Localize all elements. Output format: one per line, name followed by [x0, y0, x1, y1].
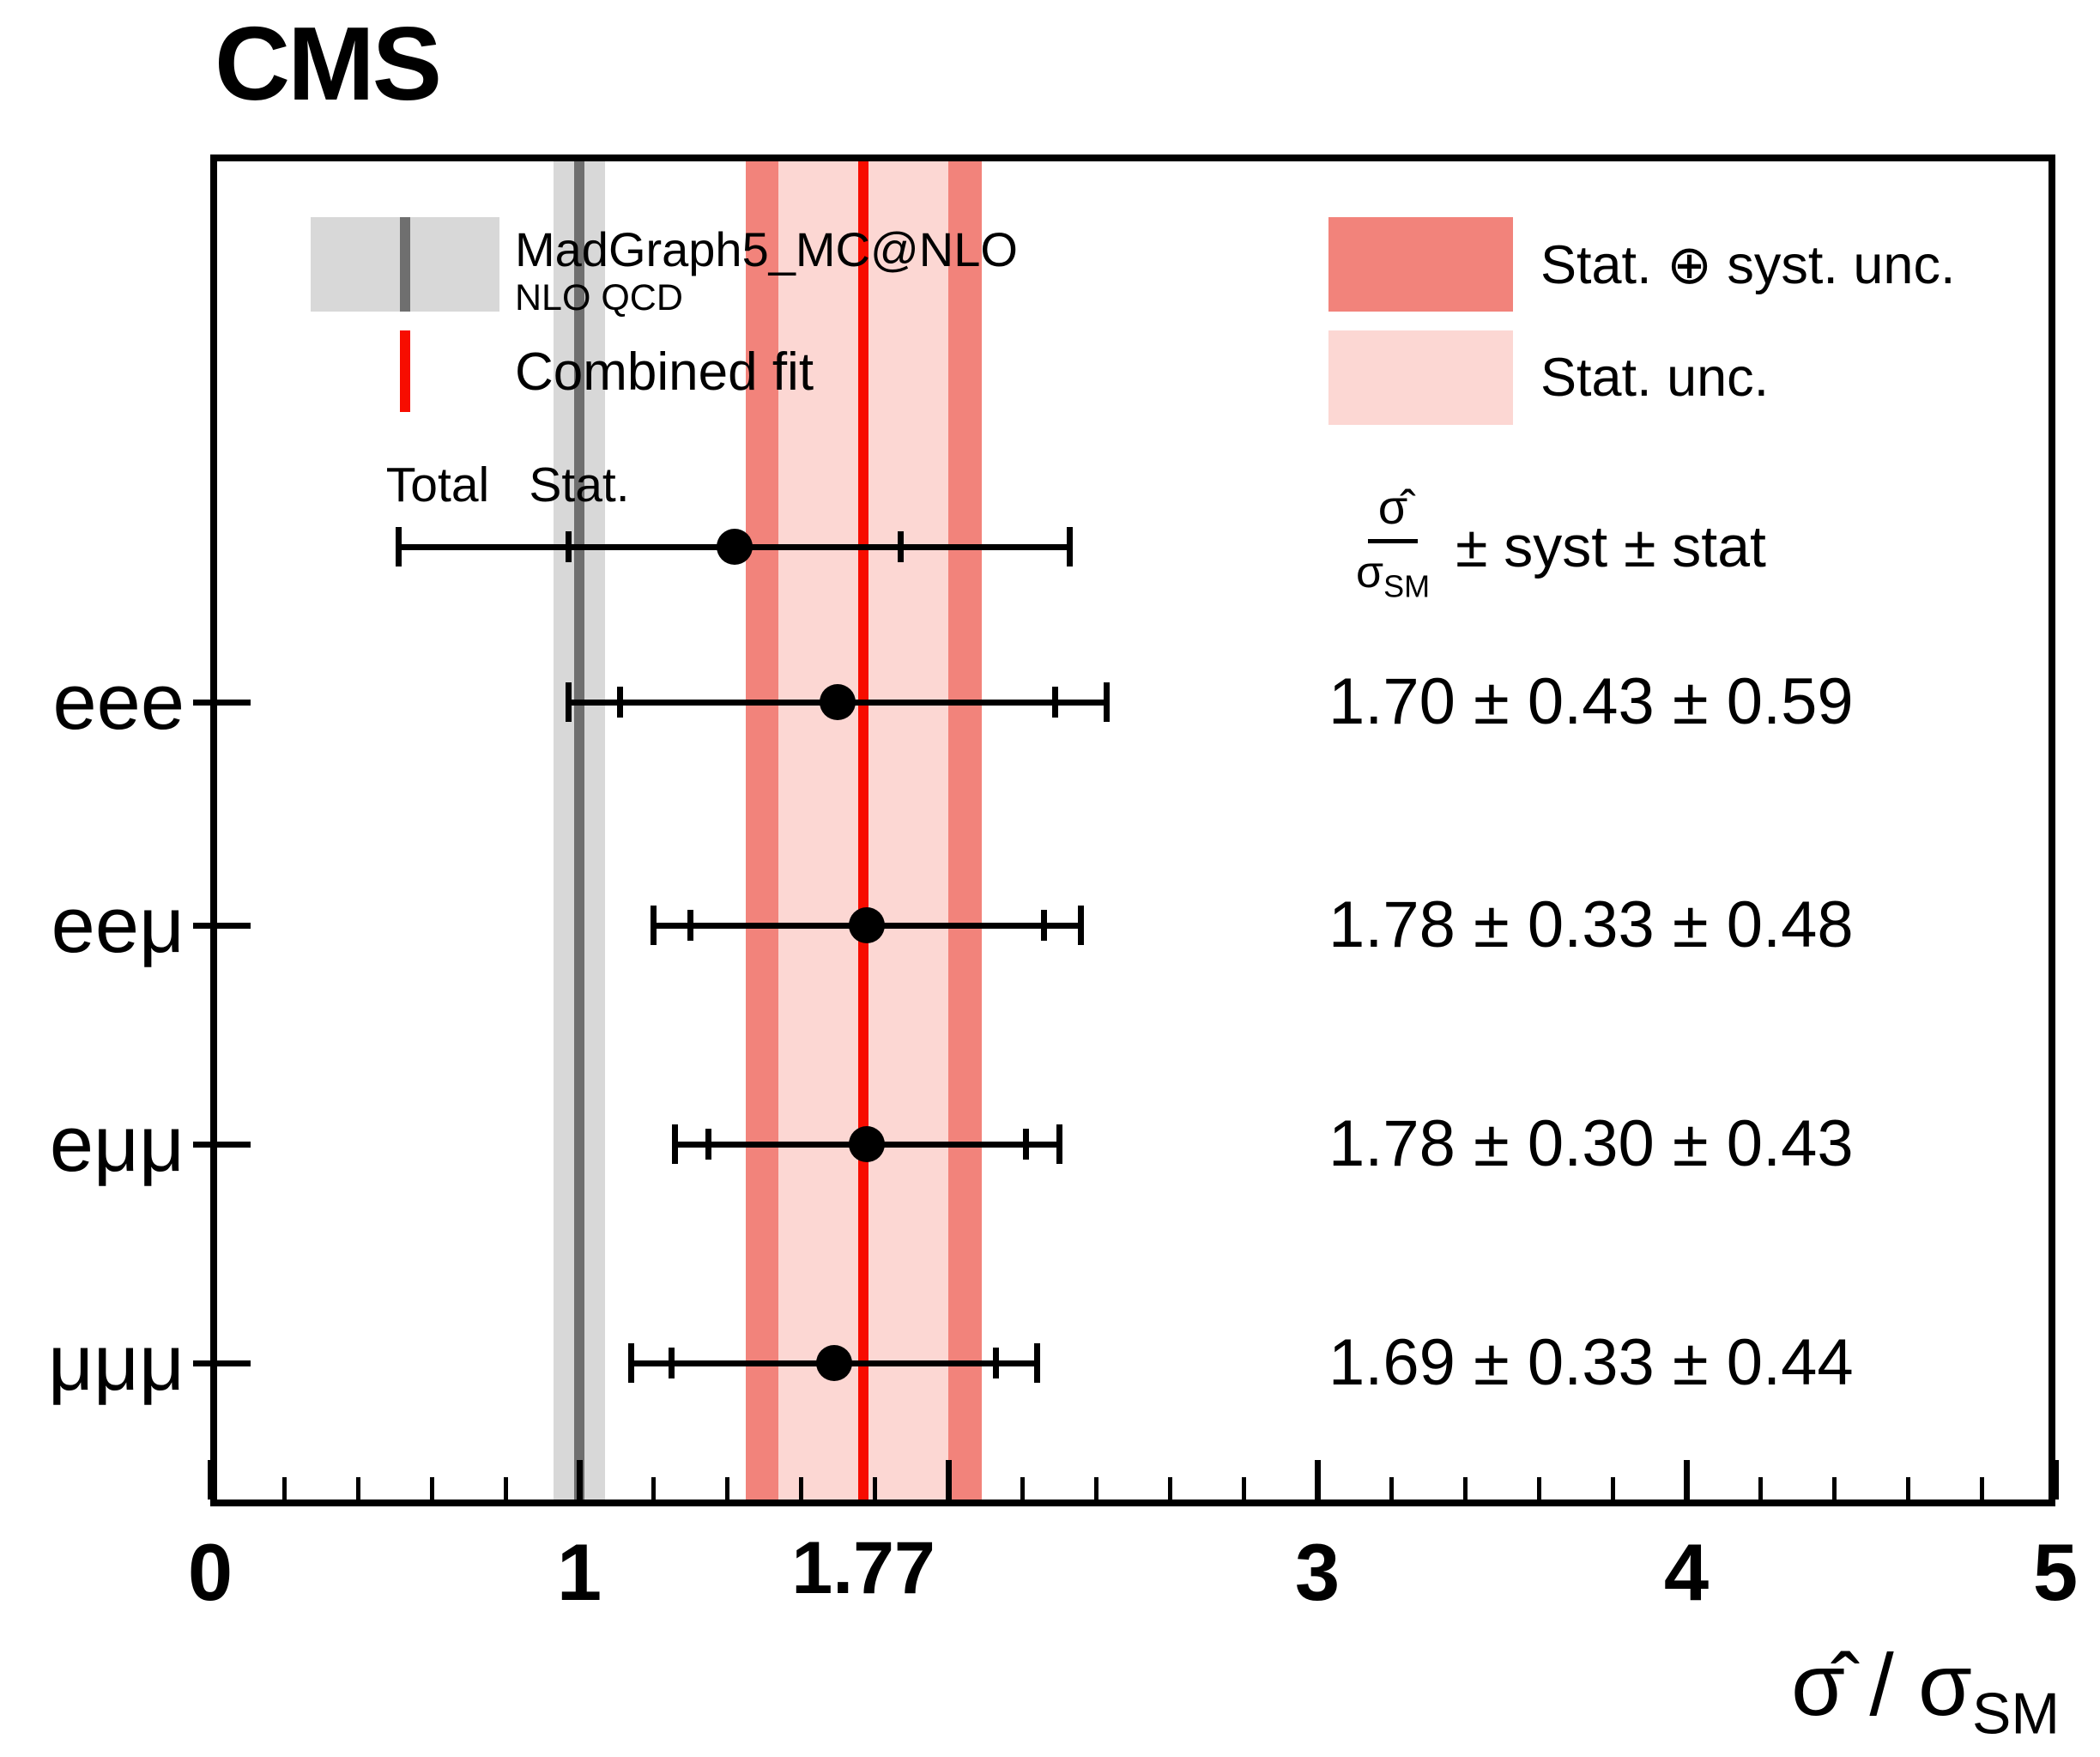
- channel-label: μμμ: [47, 1319, 185, 1407]
- error-bar-cap-right: [1104, 682, 1111, 722]
- measurement-value: 1.78 ± 0.33 ± 0.48: [1328, 888, 1854, 961]
- channel-label: eμμ: [49, 1100, 185, 1188]
- data-point-marker: [815, 1345, 852, 1381]
- error-bar-cap-left: [627, 1343, 634, 1383]
- x-axis-title: σ̂ / σSM: [1622, 1635, 2060, 1747]
- x-axis-minor-tick: [503, 1477, 508, 1500]
- error-bar-cap-left: [395, 527, 402, 566]
- x-axis-minor-tick: [651, 1477, 656, 1500]
- theory-band-swatch: [311, 217, 499, 312]
- channel-label: eee: [52, 658, 185, 746]
- fraction-denominator-sub: SM: [1383, 568, 1431, 604]
- error-bar-cap-left: [672, 1124, 679, 1164]
- x-axis-minor-tick: [1610, 1477, 1615, 1500]
- x-axis-tick-label: 0: [187, 1527, 233, 1617]
- theory-line-swatch: [400, 217, 410, 312]
- stat-error-tick-left: [687, 910, 693, 941]
- error-bar-cap-right: [1033, 1343, 1040, 1383]
- y-axis-tick: [193, 922, 251, 929]
- x-axis-tick-label: 5: [2032, 1527, 2079, 1617]
- fraction-denominator: σSM: [1356, 543, 1430, 612]
- error-bar-cap-right: [1056, 1124, 1062, 1164]
- x-axis-minor-tick: [1389, 1477, 1394, 1500]
- error-bar-cap-left: [650, 906, 657, 945]
- x-axis-tick-label: 4: [1663, 1527, 1710, 1617]
- x-axis-minor-tick: [429, 1477, 434, 1500]
- x-axis-minor-tick: [1758, 1477, 1763, 1500]
- x-axis-minor-tick: [1979, 1477, 1984, 1500]
- stat-error-tick-right: [1052, 687, 1059, 718]
- measurement-value: 1.78 ± 0.30 ± 0.43: [1328, 1107, 1854, 1180]
- x-axis-minor-tick: [281, 1477, 287, 1500]
- theory-prediction-line: [574, 161, 584, 1500]
- x-axis-minor-tick: [724, 1477, 729, 1500]
- x-axis-minor-tick: [1093, 1477, 1098, 1500]
- error-bar-cap-left: [565, 682, 572, 722]
- data-point-marker: [820, 684, 856, 720]
- data-point-marker: [849, 1126, 886, 1162]
- x-axis-major-tick: [207, 1460, 214, 1500]
- legend-total-label: Total: [385, 457, 490, 512]
- stat-error-tick-left: [669, 1348, 675, 1378]
- x-axis-major-tick: [1314, 1460, 1321, 1500]
- x-axis-minor-tick: [1831, 1477, 1837, 1500]
- x-axis-minor-tick: [355, 1477, 360, 1500]
- x-axis-major-tick: [2052, 1460, 2059, 1500]
- y-axis-tick: [193, 1360, 251, 1366]
- fraction-numerator: σ̂: [1367, 481, 1419, 543]
- x-axis-title-sub: SM: [1972, 1681, 2060, 1747]
- stat-error-tick-right: [1041, 910, 1048, 941]
- legend-theory-label: MadGraph5_MC@NLO: [515, 222, 1018, 276]
- x-axis-minor-tick: [1241, 1477, 1246, 1500]
- values-column-header: σ̂ σSM ± syst ± stat: [1356, 481, 1766, 612]
- experiment-label: CMS: [215, 5, 442, 122]
- x-axis-major-tick: [576, 1460, 583, 1500]
- stat-error-tick-right: [993, 1348, 1000, 1378]
- x-axis-tick-label: 1.77: [791, 1527, 935, 1609]
- x-axis-minor-tick: [798, 1477, 803, 1500]
- x-axis-minor-tick: [1536, 1477, 1541, 1500]
- stat-band-swatch: [1328, 330, 1513, 425]
- fraction-denominator-base: σ: [1356, 548, 1384, 597]
- channel-label: eeμ: [51, 882, 185, 969]
- legend-stat-syst-label: Stat. ⊕ syst. unc.: [1540, 235, 1956, 295]
- legend-theory-sublabel: NLO QCD: [515, 277, 683, 318]
- fit-line-swatch: [400, 330, 410, 412]
- x-axis-major-tick: [1683, 1460, 1690, 1500]
- measurement-value: 1.69 ± 0.33 ± 0.44: [1328, 1326, 1854, 1399]
- stat-error-tick-right: [1022, 1129, 1029, 1160]
- x-axis-minor-tick: [1167, 1477, 1172, 1500]
- x-axis-major-tick: [945, 1460, 952, 1500]
- measurement-value: 1.70 ± 0.43 ± 0.59: [1328, 665, 1854, 738]
- error-bar-cap-right: [1078, 906, 1085, 945]
- stat-error-tick-left: [565, 531, 572, 562]
- legend-stat-unc-label: Stat. unc.: [1540, 348, 1770, 408]
- values-header-suffix: ± syst ± stat: [1455, 513, 1766, 579]
- x-axis-tick-label: 3: [1294, 1527, 1340, 1617]
- sigma-ratio-fraction: σ̂ σSM: [1356, 481, 1430, 612]
- stat-syst-band-swatch: [1328, 217, 1513, 312]
- x-axis-title-mid: / σ: [1845, 1636, 1972, 1734]
- x-axis-minor-tick: [1462, 1477, 1468, 1500]
- plot-frame: [210, 154, 2055, 1506]
- data-point-marker: [716, 529, 753, 565]
- stat-error-tick-right: [897, 531, 904, 562]
- legend-fit-label: Combined fit: [515, 342, 814, 402]
- y-axis-tick: [193, 1141, 251, 1148]
- y-axis-tick: [193, 699, 251, 706]
- stat-error-tick-left: [616, 687, 623, 718]
- data-point-marker: [849, 907, 886, 943]
- x-axis-minor-tick: [872, 1477, 877, 1500]
- x-axis-minor-tick: [1020, 1477, 1025, 1500]
- x-axis-tick-label: 1: [556, 1527, 602, 1617]
- stat-error-tick-left: [705, 1129, 711, 1160]
- legend-stat-label: Stat.: [529, 457, 630, 512]
- x-axis-title-sigma-hat: σ̂: [1791, 1636, 1846, 1734]
- error-bar-cap-right: [1067, 527, 1074, 566]
- x-axis-minor-tick: [1905, 1477, 1910, 1500]
- combined-fit-line: [858, 161, 869, 1500]
